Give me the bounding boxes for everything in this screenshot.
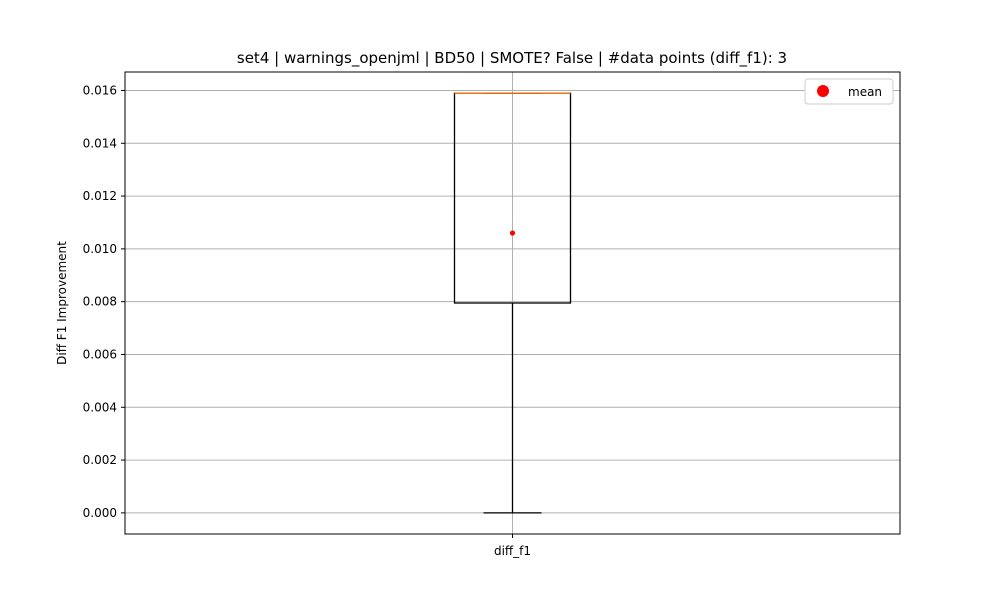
legend-mean-label: mean	[848, 85, 882, 99]
box-layer	[453, 92, 572, 514]
tick-layer: 0.000 0.002 0.004 0.006 0.008 0.010 0.012 0.014…	[83, 83, 531, 558]
x-tick-label: diff_f1	[494, 544, 531, 558]
legend-mean-marker	[817, 85, 829, 97]
box-group	[453, 92, 572, 514]
y-tick-label: 0.000	[83, 506, 117, 520]
mean-point	[509, 230, 516, 236]
legend-frame	[804, 78, 894, 105]
y-tick-label: 0.010	[83, 242, 117, 256]
y-tick-label: 0.008	[83, 295, 117, 309]
y-tick-label: 0.004	[83, 400, 117, 414]
y-axis-label: Diff F1 Improvement	[55, 241, 69, 365]
chart-title: set4 | warnings_openjml | BD50 | SMOTE? …	[237, 49, 787, 68]
y-tick-label: 0.006	[83, 347, 117, 361]
legend: mean	[804, 78, 894, 105]
y-tick-label: 0.012	[83, 189, 117, 203]
y-tick-label: 0.002	[83, 453, 117, 467]
y-tick-label: 0.016	[83, 83, 117, 97]
y-tick-label: 0.014	[83, 136, 117, 150]
